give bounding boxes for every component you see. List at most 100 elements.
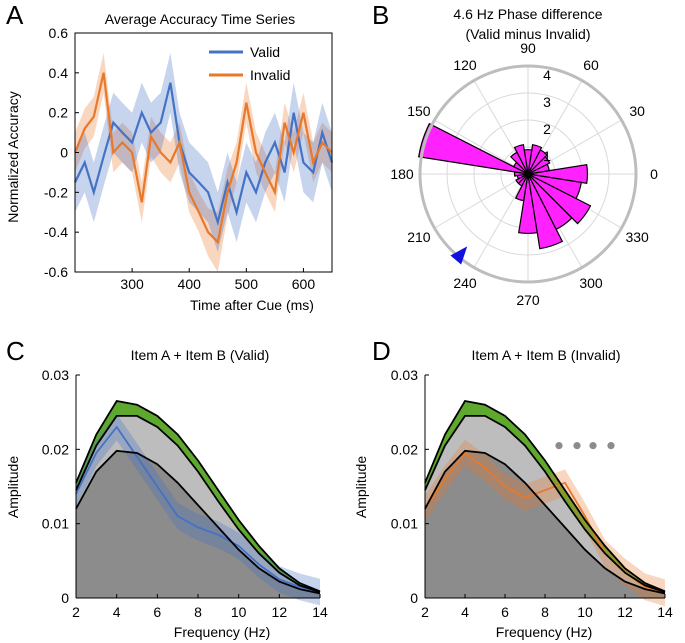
- angle-tick-label: 0: [650, 166, 658, 182]
- panel-c-title: Item A + Item B (Valid): [131, 347, 270, 363]
- polar-bar-9: [418, 122, 529, 175]
- x-tick-label: 10: [231, 604, 247, 620]
- significance-dot: [607, 442, 615, 450]
- surrogate-95-line: [75, 415, 321, 593]
- legend-invalid-label: Invalid: [250, 67, 290, 83]
- surrogate-mean-area: [76, 450, 320, 598]
- panel-letter-d: D: [372, 336, 391, 366]
- x-tick-label: 6: [501, 604, 509, 620]
- angle-tick-label: 120: [453, 57, 477, 73]
- significance-dot: [555, 442, 563, 450]
- series-0-line: [74, 82, 334, 227]
- angle-tick-label: 210: [407, 229, 431, 245]
- y-tick-label: 0.2: [49, 105, 69, 121]
- observed-band: [76, 413, 320, 606]
- surrogate-mean-area: [425, 450, 665, 598]
- y-tick-label: 0.03: [42, 367, 69, 383]
- angle-tick-label: 60: [583, 57, 599, 73]
- angle-tick-label: 300: [579, 275, 603, 291]
- x-tick-label: 14: [657, 604, 673, 620]
- x-tick-label: 4: [113, 604, 121, 620]
- y-tick-label: 0.03: [391, 367, 418, 383]
- x-tick-label: 400: [178, 276, 202, 292]
- panel-c-ylabel: Amplitude: [5, 456, 21, 518]
- mean-phase-marker: [450, 246, 468, 265]
- panel-a-title: Average Accuracy Time Series: [105, 11, 295, 27]
- y-tick-label: 0.4: [49, 65, 69, 81]
- y-tick-label: 0.01: [391, 516, 418, 532]
- panel-b-title-line1: 4.6 Hz Phase difference: [453, 6, 602, 22]
- angle-tick-label: 150: [407, 103, 431, 119]
- panel-c-xlabel: Frequency (Hz): [174, 624, 270, 640]
- y-tick-label: 0.01: [42, 516, 69, 532]
- y-tick-label: 0: [410, 590, 418, 606]
- panel-d-xlabel: Frequency (Hz): [496, 624, 592, 640]
- significance-dot: [589, 442, 597, 450]
- panel-d-ylabel: Amplitude: [353, 456, 369, 518]
- polar-bar-4: [527, 144, 543, 175]
- surrogate-95-line: [424, 415, 666, 593]
- y-tick-label: 0.6: [49, 25, 69, 41]
- angle-tick-label: 270: [516, 292, 540, 308]
- polar-bar-18: [527, 173, 592, 225]
- angle-tick-label: 180: [390, 166, 414, 182]
- significance-dot: [573, 442, 581, 450]
- legend-valid-label: Valid: [250, 44, 280, 60]
- angle-tick-label: 90: [520, 40, 536, 56]
- surrogate-99-line: [75, 400, 321, 593]
- y-tick-label: 0: [60, 145, 68, 161]
- panel-a-xlabel: Time after Cue (ms): [190, 297, 314, 313]
- panel-b-title-line2: (Valid minus Invalid): [465, 26, 590, 42]
- polar-spoke: [434, 119, 529, 175]
- polar-bar-16: [527, 173, 564, 250]
- series-1-line: [73, 72, 333, 245]
- panel-d-spectrum-invalid: Item A + Item B (Invalid) Frequency (Hz)…: [353, 347, 673, 640]
- r-tick-label: 4: [543, 67, 551, 83]
- observed-line: [75, 425, 321, 593]
- x-tick-label: 14: [312, 604, 328, 620]
- x-tick-label: 12: [617, 604, 633, 620]
- y-tick-label: -0.2: [44, 184, 68, 200]
- polar-bar-0: [527, 164, 589, 184]
- x-tick-label: 2: [72, 604, 80, 620]
- panel-d-title: Item A + Item B (Invalid): [471, 347, 620, 363]
- panel-c-spectrum-valid: Item A + Item B (Valid) Frequency (Hz) A…: [5, 347, 328, 640]
- angle-tick-label: 330: [625, 229, 649, 245]
- panel-letter-c: C: [6, 336, 25, 366]
- panel-letter-b: B: [372, 0, 389, 30]
- r-tick-label: 2: [543, 121, 551, 137]
- y-tick-label: 0: [61, 590, 69, 606]
- r-tick-label: 3: [543, 94, 551, 110]
- x-tick-label: 8: [194, 604, 202, 620]
- panel-a-legend: Valid Invalid: [209, 44, 290, 83]
- x-tick-label: 600: [292, 276, 316, 292]
- polar-spoke: [434, 173, 529, 229]
- surrogate-mean-line: [424, 449, 666, 595]
- y-tick-label: 0.02: [42, 441, 69, 457]
- series-0-band: [75, 52, 332, 253]
- x-tick-label: 2: [421, 604, 429, 620]
- panel-b-polar-histogram: 4.6 Hz Phase difference (Valid minus Inv…: [390, 6, 658, 308]
- y-tick-label: -0.4: [44, 224, 68, 240]
- x-tick-label: 4: [461, 604, 469, 620]
- x-tick-label: 6: [153, 604, 161, 620]
- panel-a-ylabel: Normalized Accuracy: [5, 91, 21, 223]
- y-tick-label: -0.6: [44, 264, 68, 280]
- panel-a-time-series: Average Accuracy Time Series Time after …: [5, 11, 334, 313]
- angle-tick-label: 240: [453, 275, 477, 291]
- r-tick-label: 1: [543, 148, 551, 164]
- x-tick-label: 10: [577, 604, 593, 620]
- x-tick-label: 300: [120, 276, 144, 292]
- polar-spoke: [473, 173, 529, 268]
- polar-bar-19: [527, 173, 582, 200]
- polar-bar-7: [509, 151, 529, 175]
- surrogate-mean-line: [75, 449, 321, 595]
- angle-tick-label: 30: [629, 103, 645, 119]
- surrogate-99-line: [424, 400, 666, 593]
- x-tick-label: 12: [272, 604, 288, 620]
- observed-band: [425, 439, 665, 607]
- x-tick-label: 500: [235, 276, 259, 292]
- panel-letter-a: A: [6, 0, 24, 30]
- polar-outer-ring: [418, 64, 638, 284]
